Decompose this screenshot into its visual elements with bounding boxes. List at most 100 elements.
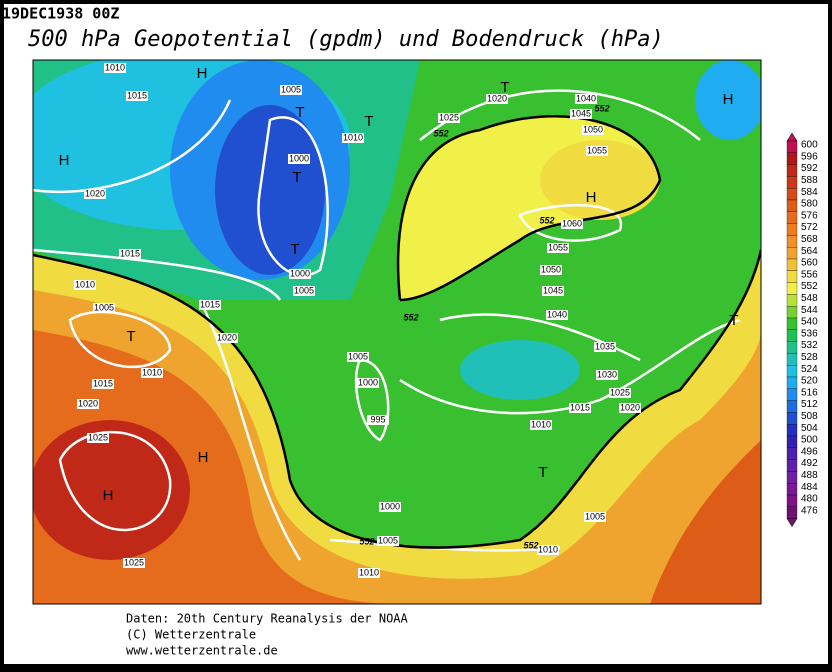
isobar-label-bg bbox=[596, 370, 618, 380]
colorbar-label: 584 bbox=[801, 187, 818, 198]
isobar-label-bg bbox=[379, 502, 401, 512]
colorbar-swatch bbox=[786, 459, 798, 472]
isobar-label: 1055 bbox=[548, 242, 568, 252]
field bbox=[695, 60, 761, 140]
colorbar-swatch bbox=[786, 235, 798, 248]
field bbox=[460, 340, 580, 400]
isobar-label: 1010 bbox=[343, 132, 363, 142]
isobar-label: 1000 bbox=[380, 501, 400, 511]
height-label: 552 bbox=[594, 103, 609, 113]
colorbar-swatch bbox=[786, 494, 798, 507]
isobar-label-bg bbox=[582, 125, 604, 135]
footer-line: www.wetterzentrale.de bbox=[126, 644, 278, 658]
colorbar-swatch bbox=[786, 317, 798, 330]
field bbox=[215, 105, 325, 275]
colorbar-swatch bbox=[786, 447, 798, 460]
isobar-label: 1005 bbox=[348, 351, 368, 361]
height-label: 552 bbox=[433, 128, 448, 138]
isobar-label-bg bbox=[92, 379, 114, 389]
colorbar-swatch bbox=[786, 282, 798, 295]
colorbar-label: 528 bbox=[801, 352, 818, 363]
colorbar-label: 544 bbox=[801, 305, 818, 316]
colorbar-label: 524 bbox=[801, 364, 818, 375]
colorbar-label: 532 bbox=[801, 340, 818, 351]
colorbar-label: 592 bbox=[801, 163, 818, 174]
isobar-label: 1045 bbox=[543, 285, 563, 295]
isobar-label: 1020 bbox=[620, 402, 640, 412]
pressure-system: H bbox=[586, 189, 597, 206]
contour-552 bbox=[396, 114, 662, 302]
isobar-label: 1040 bbox=[547, 309, 567, 319]
isobar-label: 1015 bbox=[570, 402, 590, 412]
colorbar-label: 568 bbox=[801, 234, 818, 245]
isobar-label-bg bbox=[358, 568, 380, 578]
isobar-label-bg bbox=[530, 420, 552, 430]
isobar-label: 1050 bbox=[583, 124, 603, 134]
isobar-label-bg bbox=[584, 512, 606, 522]
isobar-label: 1030 bbox=[597, 369, 617, 379]
isobar-label: 1045 bbox=[571, 108, 591, 118]
pressure-system: T bbox=[729, 312, 738, 329]
pressure-system: H bbox=[197, 65, 208, 82]
isobar-label: 1010 bbox=[105, 62, 125, 72]
pressure-system: T bbox=[126, 328, 135, 345]
colorbar-swatch bbox=[786, 199, 798, 212]
colorbar-label: 600 bbox=[801, 140, 818, 151]
colorbar-label: 508 bbox=[801, 411, 818, 422]
colorbar-label: 576 bbox=[801, 210, 818, 221]
pressure-system: H bbox=[198, 449, 209, 466]
isobar-label: 1015 bbox=[127, 90, 147, 100]
isobar-label-bg bbox=[288, 154, 310, 164]
isobar-label-bg bbox=[87, 433, 109, 443]
colorbar-label: 536 bbox=[801, 328, 818, 339]
colorbar-cap bbox=[786, 518, 798, 528]
colorbar-label: 496 bbox=[801, 446, 818, 457]
pressure-system: H bbox=[723, 91, 734, 108]
colorbar-swatch bbox=[786, 306, 798, 319]
pressure-system: T bbox=[538, 464, 547, 481]
isobar-label-bg bbox=[342, 133, 364, 143]
field bbox=[650, 440, 761, 604]
colorbar-label: 588 bbox=[801, 175, 818, 186]
isobar-label: 1040 bbox=[576, 93, 596, 103]
isobar-label-bg bbox=[289, 269, 311, 279]
colorbar-swatch bbox=[786, 400, 798, 413]
isobar-label-bg bbox=[141, 368, 163, 378]
pressure-system: T bbox=[290, 241, 299, 258]
isobar-label: 1035 bbox=[595, 341, 615, 351]
pressure-system: H bbox=[103, 487, 114, 504]
colorbar-swatch bbox=[786, 211, 798, 224]
colorbar-swatch bbox=[786, 341, 798, 354]
isobar-label-bg bbox=[542, 286, 564, 296]
colorbar-swatch bbox=[786, 506, 798, 519]
colorbar-label: 580 bbox=[801, 199, 818, 210]
map bbox=[33, 60, 761, 604]
colorbar-swatch bbox=[786, 176, 798, 189]
colorbar-label: 564 bbox=[801, 246, 818, 257]
isobar-label-bg bbox=[293, 286, 315, 296]
isobar-label-bg bbox=[619, 403, 641, 413]
isobar-label-bg bbox=[93, 303, 115, 313]
height-label: 552 bbox=[359, 536, 374, 546]
contour-552 bbox=[33, 249, 761, 549]
isobar-label-bg bbox=[77, 399, 99, 409]
isobar-label: 1010 bbox=[531, 419, 551, 429]
isobar-label: 1025 bbox=[124, 557, 144, 567]
colorbar-swatch bbox=[786, 247, 798, 260]
colorbar-swatch bbox=[786, 471, 798, 484]
isobar-label: 1025 bbox=[439, 112, 459, 122]
isobar-label-bg bbox=[347, 352, 369, 362]
isobar-label: 1000 bbox=[289, 153, 309, 163]
isobar-label-bg bbox=[123, 558, 145, 568]
colorbar-label: 492 bbox=[801, 458, 818, 469]
isobar-label: 1010 bbox=[538, 544, 558, 554]
isobar-label-bg bbox=[199, 300, 221, 310]
isobar-label-bg bbox=[594, 342, 616, 352]
pressure-system: T bbox=[500, 79, 509, 96]
colorbar-swatch bbox=[786, 164, 798, 177]
colorbar-label: 504 bbox=[801, 423, 818, 434]
isobar-label-bg bbox=[74, 280, 96, 290]
isobar-label-bg bbox=[546, 310, 568, 320]
field bbox=[540, 140, 660, 220]
